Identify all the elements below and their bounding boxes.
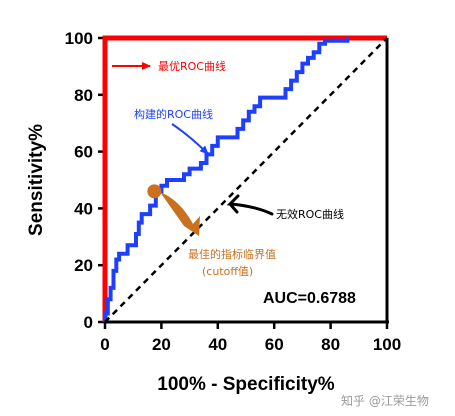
constructed-arrow bbox=[171, 123, 209, 155]
watermark: 知乎 @江荣生物 bbox=[341, 394, 429, 408]
y-tick-label-80: 80 bbox=[74, 86, 93, 105]
auc-label: AUC=0.6788 bbox=[263, 290, 356, 307]
cutoff-arrow bbox=[160, 192, 200, 236]
cutoff-label-line1: 最佳的指标临界值 bbox=[188, 247, 276, 261]
series-layer bbox=[102, 35, 388, 323]
axis-ticks: 0 20 40 60 80 100 0 20 40 60 80 100 bbox=[65, 29, 402, 354]
y-tick-label-40: 40 bbox=[74, 199, 93, 218]
invalid-arrow bbox=[226, 194, 274, 216]
y-tick-label-20: 20 bbox=[74, 256, 93, 275]
cutoff-point bbox=[147, 184, 162, 199]
y-tick-label-100: 100 bbox=[65, 29, 93, 48]
x-tick-label-60: 60 bbox=[265, 335, 284, 354]
x-tick-label-100: 100 bbox=[373, 335, 401, 354]
optimal-label: 最优ROC曲线 bbox=[158, 59, 226, 73]
x-tick-label-0: 0 bbox=[100, 335, 109, 354]
constructed-label: 构建的ROC曲线 bbox=[134, 107, 213, 121]
x-tick-label-20: 20 bbox=[152, 335, 171, 354]
invalid-roc-line bbox=[104, 37, 388, 323]
x-axis-title: 100% - Specificity% bbox=[157, 374, 335, 395]
constructed-roc-line bbox=[103, 38, 350, 322]
y-tick-label-0: 0 bbox=[84, 313, 93, 332]
optimal-roc-line bbox=[102, 35, 387, 322]
cutoff-label-line2: (cutoff值) bbox=[202, 265, 253, 278]
x-tick-label-80: 80 bbox=[321, 335, 340, 354]
invalid-label: 无效ROC曲线 bbox=[276, 207, 344, 221]
y-axis-title: Sensitivity% bbox=[26, 124, 47, 236]
x-tick-label-40: 40 bbox=[208, 335, 227, 354]
y-tick-label-60: 60 bbox=[74, 143, 93, 162]
